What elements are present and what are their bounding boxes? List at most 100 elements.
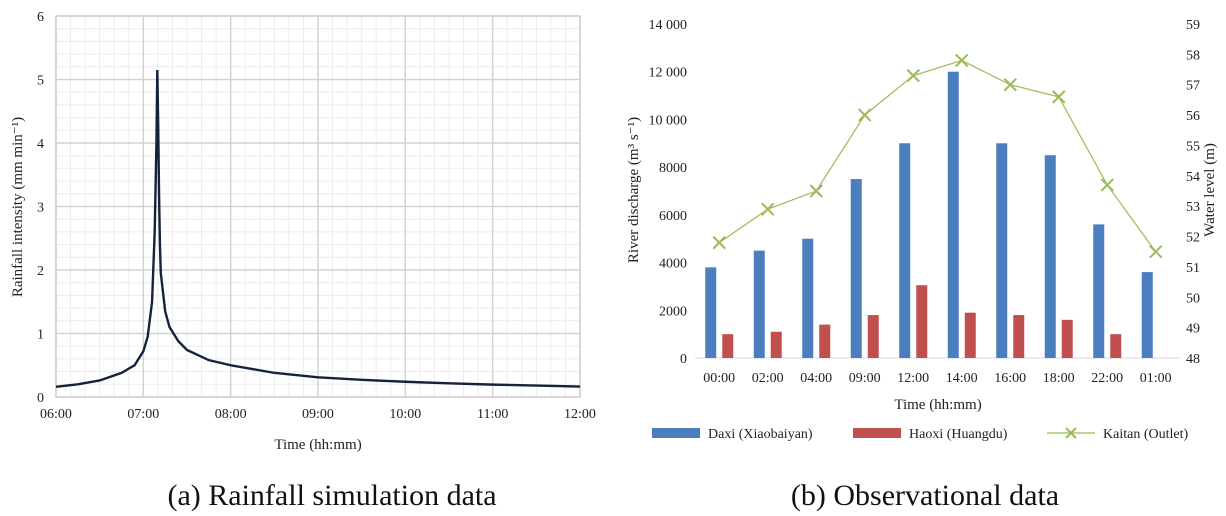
discharge-bar <box>770 331 782 358</box>
rainfall-x-tick: 08:00 <box>215 407 247 422</box>
water-level-y-tick: 58 <box>1186 48 1200 63</box>
water-level-y-tick: 57 <box>1186 79 1200 94</box>
water-level-y-tick: 51 <box>1186 261 1200 276</box>
water-level-polyline <box>718 59 1157 253</box>
observational-x-tick: 18:00 <box>1043 371 1075 386</box>
discharge-y-tick: 8000 <box>659 161 687 176</box>
water-level-y-tick: 54 <box>1186 170 1200 185</box>
discharge-y-tick: 12 000 <box>649 66 688 81</box>
rainfall-grid <box>55 15 581 398</box>
rainfall-x-axis-label: Time (hh:mm) <box>274 437 361 453</box>
rainfall-x-tick: 10:00 <box>389 407 421 422</box>
observational-x-tick: 14:00 <box>946 371 978 386</box>
rainfall-y-tick: 5 <box>37 74 44 89</box>
observational-x-tick: 12:00 <box>897 371 929 386</box>
discharge-bar <box>947 71 959 358</box>
water-level-y-tick: 55 <box>1186 139 1200 154</box>
water-level-point <box>858 108 872 122</box>
observational-x-axis-label: Time (hh:mm) <box>894 397 981 413</box>
water-level-point <box>809 184 823 198</box>
discharge-bar <box>705 267 717 358</box>
water-level-line <box>712 53 1163 259</box>
water-level-point <box>906 68 920 83</box>
observational-x-tick: 09:00 <box>849 371 881 386</box>
discharge-bar <box>899 143 911 358</box>
rainfall-y-tick: 4 <box>37 137 44 152</box>
discharge-bar <box>996 143 1008 358</box>
legend-label: Daxi (Xiaobaiyan) <box>708 427 813 442</box>
rainfall-y-ticks: 0 1 2 3 4 5 6 <box>37 10 44 406</box>
rainfall-y-axis-label: Rainfall intensity (mm min⁻¹) <box>10 117 26 297</box>
observational-x-tick: 00:00 <box>703 371 735 386</box>
discharge-bar <box>802 238 814 358</box>
caption-a: (a) Rainfall simulation data <box>167 479 496 512</box>
caption-b: (b) Observational data <box>791 479 1059 512</box>
rainfall-y-tick: 0 <box>37 391 44 406</box>
rainfall-y-tick: 1 <box>37 328 44 343</box>
water-level-point <box>1003 78 1017 92</box>
observational-x-tick: 04:00 <box>800 371 832 386</box>
water-level-y-tick: 48 <box>1186 352 1200 367</box>
observational-x-tick: 16:00 <box>994 371 1026 386</box>
discharge-y-ticks: 0 2000 4000 6000 8000 10 000 12 000 14 000 <box>649 18 688 367</box>
water-level-point <box>761 202 775 216</box>
discharge-bar <box>753 250 765 358</box>
observational-x-tick: 01:00 <box>1140 371 1172 386</box>
discharge-axis-label: River discharge (m³ s⁻¹) <box>626 117 642 263</box>
legend-item: Daxi (Xiaobaiyan) <box>652 427 813 442</box>
discharge-bars <box>695 71 1180 359</box>
discharge-y-tick: 2000 <box>659 304 687 319</box>
legend-label: Haoxi (Huangdu) <box>909 427 1008 442</box>
observational-x-tick: 22:00 <box>1091 371 1123 386</box>
water-level-y-tick: 49 <box>1186 322 1200 337</box>
water-level-y-tick: 53 <box>1186 200 1200 215</box>
discharge-bar <box>850 179 862 358</box>
water-level-y-tick: 59 <box>1186 18 1200 33</box>
discharge-bar <box>1110 334 1122 358</box>
discharge-y-tick: 4000 <box>659 257 687 272</box>
water-level-axis-label: Water level (m) <box>1202 143 1218 237</box>
rainfall-x-tick: 09:00 <box>302 407 334 422</box>
discharge-y-tick: 6000 <box>659 209 687 224</box>
rainfall-x-tick: 12:00 <box>564 407 596 422</box>
rainfall-chart: 0 1 2 3 4 5 6 06:00 07:00 08:00 09:00 10:00 11:00 12… <box>10 10 596 453</box>
discharge-bar <box>722 334 734 358</box>
rainfall-x-tick: 07:00 <box>127 407 159 422</box>
rainfall-y-tick: 2 <box>37 264 44 279</box>
legend-swatch <box>853 428 901 438</box>
observational-x-tick: 02:00 <box>752 371 784 386</box>
discharge-bar <box>1044 155 1056 358</box>
discharge-bar <box>1093 224 1105 358</box>
discharge-bar <box>1061 319 1073 358</box>
discharge-y-tick: 0 <box>680 352 687 367</box>
water-level-y-tick: 52 <box>1186 231 1200 246</box>
discharge-bar <box>1141 272 1153 358</box>
water-level-y-ticks: 48 49 50 51 52 53 54 55 56 57 58 59 <box>1186 18 1200 367</box>
legend-item: Kaitan (Outlet) <box>1047 427 1188 442</box>
discharge-bar <box>916 285 928 358</box>
rainfall-y-tick: 6 <box>37 10 44 25</box>
legend-label: Kaitan (Outlet) <box>1103 427 1188 442</box>
water-level-point <box>712 235 726 250</box>
rainfall-y-tick: 3 <box>37 201 44 216</box>
water-level-point <box>1149 245 1163 259</box>
rainfall-x-tick: 11:00 <box>477 407 508 422</box>
legend-item: Haoxi (Huangdu) <box>853 427 1008 442</box>
legend: Daxi (Xiaobaiyan) Haoxi (Huangdu) Kaitan (… <box>652 427 1188 442</box>
legend-swatch <box>652 428 700 438</box>
water-level-point <box>1052 90 1066 104</box>
discharge-bar <box>1013 315 1025 358</box>
water-level-point <box>1100 178 1114 192</box>
rainfall-x-ticks: 06:00 07:00 08:00 09:00 10:00 11:00 12:00 <box>40 407 596 422</box>
discharge-bar <box>819 324 831 358</box>
discharge-bar <box>867 315 879 358</box>
discharge-bar <box>964 312 976 358</box>
discharge-y-tick: 10 000 <box>649 113 688 128</box>
observational-chart: 0 2000 4000 6000 8000 10 000 12 000 14 000 48 49… <box>626 18 1218 442</box>
discharge-y-tick: 14 000 <box>649 18 688 33</box>
water-level-y-tick: 56 <box>1186 109 1200 124</box>
observational-x-ticks: 00:00 02:00 04:00 09:00 12:00 14:00 16:00 18:00… <box>703 371 1171 386</box>
water-level-point <box>955 53 969 68</box>
rainfall-intensity-line <box>55 69 581 389</box>
